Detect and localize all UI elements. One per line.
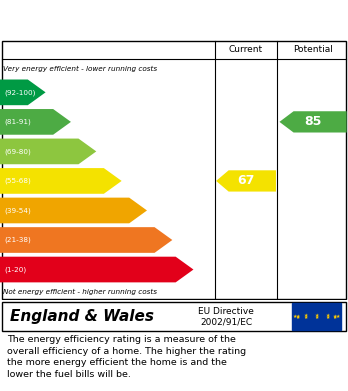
FancyArrow shape bbox=[279, 111, 347, 133]
Text: C: C bbox=[102, 144, 113, 158]
Text: (81-91): (81-91) bbox=[4, 118, 31, 125]
FancyArrow shape bbox=[0, 138, 96, 164]
FancyArrow shape bbox=[0, 197, 147, 223]
Text: ★: ★ bbox=[333, 314, 338, 319]
FancyArrow shape bbox=[0, 168, 122, 194]
FancyArrow shape bbox=[0, 109, 71, 135]
Text: (55-68): (55-68) bbox=[4, 178, 31, 184]
Text: Not energy efficient - higher running costs: Not energy efficient - higher running co… bbox=[3, 289, 158, 295]
Text: ★: ★ bbox=[325, 313, 330, 318]
FancyArrow shape bbox=[216, 170, 276, 192]
Text: Current: Current bbox=[229, 45, 263, 54]
Text: ★: ★ bbox=[293, 314, 298, 319]
Text: England & Wales: England & Wales bbox=[10, 309, 155, 324]
Text: 67: 67 bbox=[237, 174, 255, 187]
Text: (1-20): (1-20) bbox=[4, 266, 26, 273]
Text: F: F bbox=[179, 233, 189, 247]
Text: (39-54): (39-54) bbox=[4, 207, 31, 214]
Text: (69-80): (69-80) bbox=[4, 148, 31, 155]
Text: D: D bbox=[127, 174, 138, 188]
Text: ★: ★ bbox=[296, 314, 300, 319]
FancyArrow shape bbox=[0, 227, 172, 253]
FancyArrow shape bbox=[0, 256, 193, 282]
Text: G: G bbox=[198, 262, 210, 276]
Text: Very energy efficient - lower running costs: Very energy efficient - lower running co… bbox=[3, 65, 158, 72]
Text: ★: ★ bbox=[304, 313, 308, 318]
Text: ★: ★ bbox=[325, 315, 330, 320]
Text: (21-38): (21-38) bbox=[4, 237, 31, 243]
Bar bbox=[292, 303, 341, 330]
Text: Potential: Potential bbox=[293, 45, 333, 54]
Text: The energy efficiency rating is a measure of the
overall efficiency of a home. T: The energy efficiency rating is a measur… bbox=[7, 335, 246, 379]
Text: EU Directive
2002/91/EC: EU Directive 2002/91/EC bbox=[198, 307, 254, 326]
FancyArrow shape bbox=[0, 79, 46, 105]
Text: ★: ★ bbox=[304, 315, 308, 320]
Text: B: B bbox=[77, 115, 87, 129]
Text: A: A bbox=[51, 85, 62, 99]
Text: ★: ★ bbox=[315, 313, 319, 318]
Text: ★: ★ bbox=[296, 314, 300, 319]
Text: Energy Efficiency Rating: Energy Efficiency Rating bbox=[60, 11, 288, 29]
Text: ★: ★ bbox=[336, 314, 340, 319]
Text: ★: ★ bbox=[315, 315, 319, 320]
Text: (92-100): (92-100) bbox=[4, 89, 35, 95]
Text: E: E bbox=[154, 203, 163, 217]
Text: ★: ★ bbox=[333, 314, 338, 319]
Text: 85: 85 bbox=[304, 115, 321, 128]
